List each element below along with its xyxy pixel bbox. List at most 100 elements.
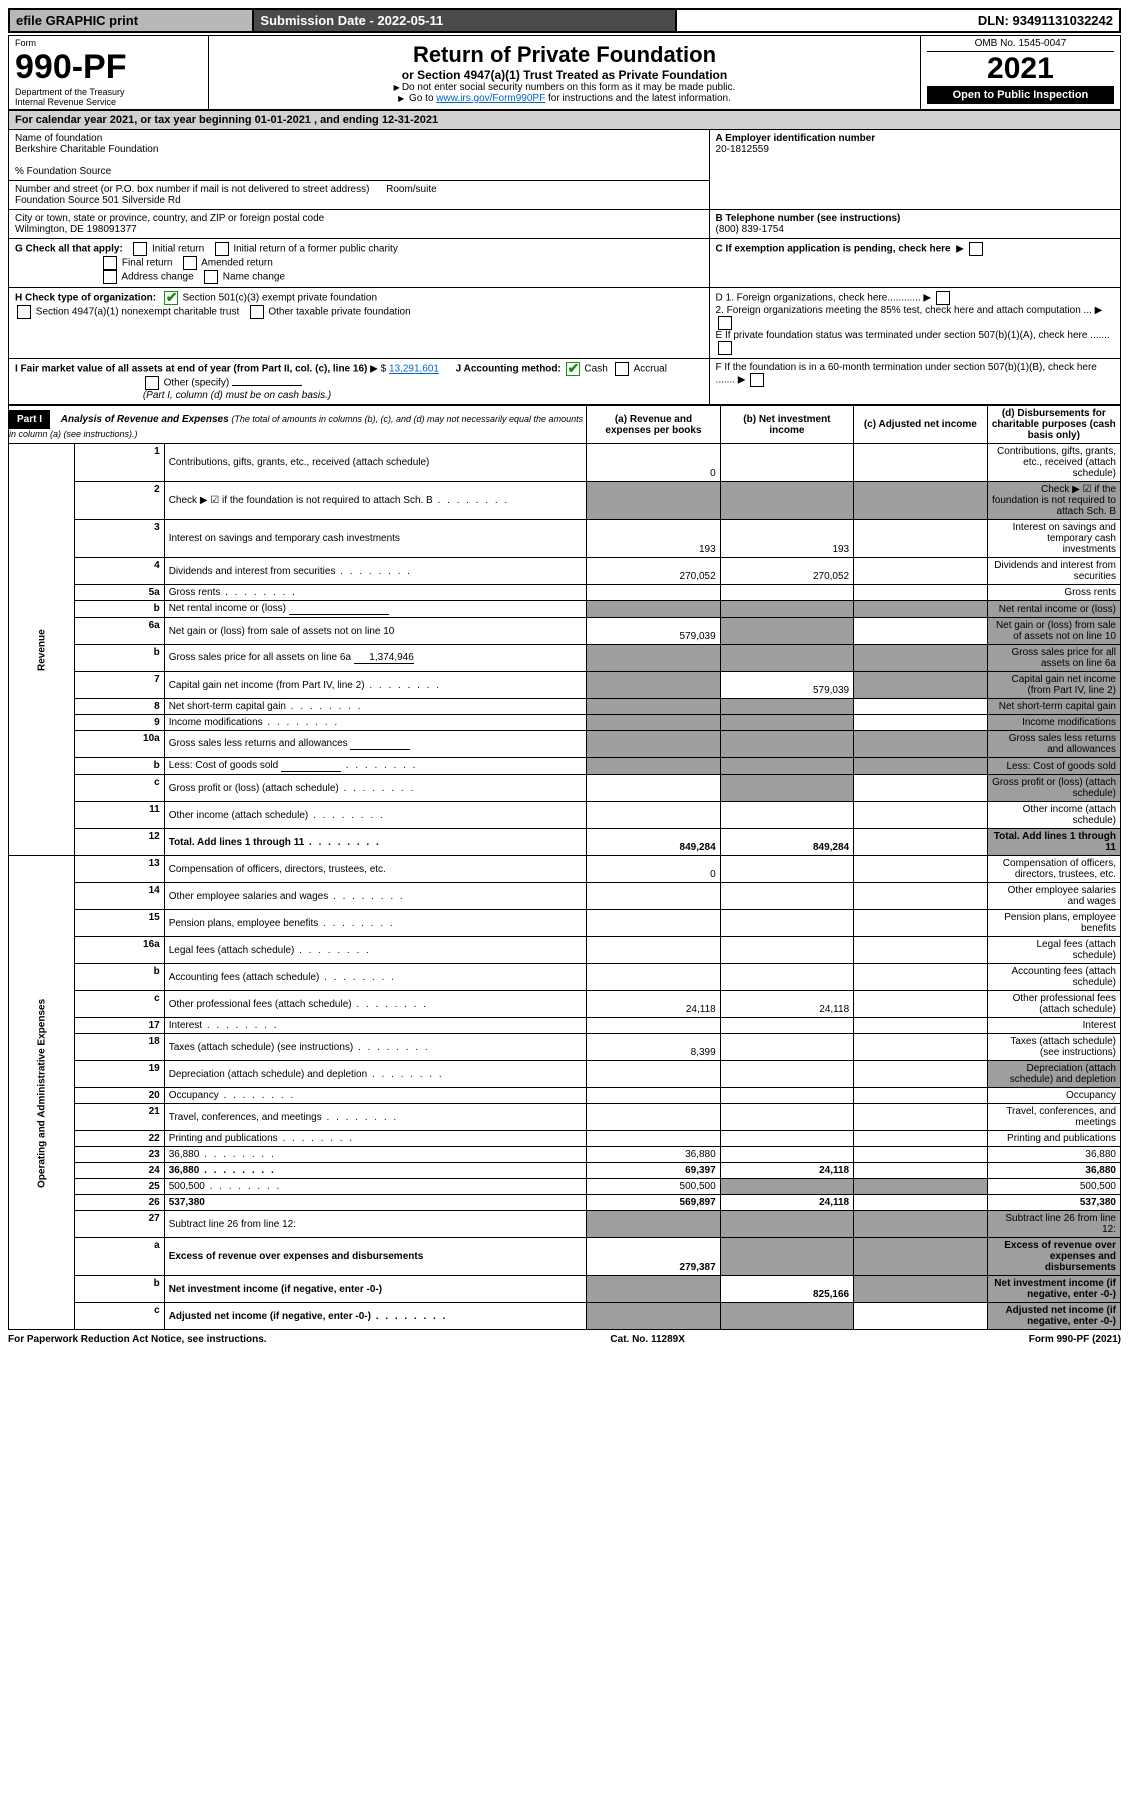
value-col-c [854,715,987,731]
section-d1: D 1. Foreign organizations, check here..… [716,293,921,304]
value-col-a [587,1018,720,1034]
value-col-b [720,964,853,991]
line-number: 21 [74,1104,164,1131]
initial-return-checkbox[interactable] [133,242,147,256]
foundation-name: Berkshire Charitable Foundation [15,144,158,155]
table-row: 2336,88036,88036,880 [9,1147,1121,1163]
line-description: Net short-term capital gain [164,699,587,715]
value-col-d: Travel, conferences, and meetings [987,1104,1120,1131]
fmv-value-link[interactable]: 13,291,601 [389,364,439,375]
value-col-b [720,1211,853,1238]
address-change-checkbox[interactable] [103,270,117,284]
line-number: a [74,1238,164,1276]
foundation-care-of: % Foundation Source [15,166,111,177]
value-col-d: Net rental income or (loss) [987,601,1120,618]
value-col-d: Excess of revenue over expenses and disb… [987,1238,1120,1276]
table-row: a Excess of revenue over expenses and dis… [9,1238,1121,1276]
value-col-d: Pension plans, employee benefits [987,910,1120,937]
value-col-a: 0 [587,856,720,883]
exemption-pending-checkbox[interactable] [969,242,983,256]
line-number: 25 [74,1179,164,1195]
part1-label: Part I [9,410,50,429]
phone-label: B Telephone number (see instructions) [716,213,901,224]
room-label: Room/suite [386,184,437,195]
line-description: Adjusted net income (if negative, enter … [164,1303,587,1330]
value-col-c [854,1088,987,1104]
tax-year: 2021 [927,52,1114,86]
value-col-d: Depreciation (attach schedule) and deple… [987,1061,1120,1088]
value-col-d: Dividends and interest from securities [987,558,1120,585]
value-col-d: Gross profit or (loss) (attach schedule) [987,775,1120,802]
value-col-a [587,672,720,699]
name-of-foundation-label: Name of foundation [15,133,102,144]
value-col-d: Occupancy [987,1088,1120,1104]
cash-checkbox[interactable]: ✔ [566,362,580,376]
amended-return-checkbox[interactable] [183,256,197,270]
line-number: 13 [74,856,164,883]
expenses-section-label: Operating and Administrative Expenses [9,856,75,1330]
line-number: b [74,601,164,618]
value-col-b [720,1238,853,1276]
line-description: Less: Cost of goods sold [164,758,587,775]
value-col-b [720,699,853,715]
value-col-a [587,910,720,937]
value-col-a [587,964,720,991]
table-row: 20OccupancyOccupancy [9,1088,1121,1104]
table-row: 5aGross rentsGross rents [9,585,1121,601]
line-number: 15 [74,910,164,937]
initial-former-checkbox[interactable] [215,242,229,256]
value-col-d: Other employee salaries and wages [987,883,1120,910]
line-description: Occupancy [164,1088,587,1104]
section-e: E If private foundation status was termi… [716,330,1110,341]
line-number: 19 [74,1061,164,1088]
value-col-c [854,991,987,1018]
value-col-d: Contributions, gifts, grants, etc., rece… [987,444,1120,482]
value-col-a [587,1276,720,1303]
d2-checkbox[interactable] [718,316,732,330]
value-col-a [587,1303,720,1330]
value-col-c [854,802,987,829]
line-number: 18 [74,1034,164,1061]
h-4947-checkbox[interactable] [17,305,31,319]
line-number: 7 [74,672,164,699]
form-subtitle: or Section 4947(a)(1) Trust Treated as P… [215,68,914,82]
line-number: 27 [74,1211,164,1238]
table-row: 7Capital gain net income (from Part IV, … [9,672,1121,699]
h-other-checkbox[interactable] [250,305,264,319]
value-col-d: 36,880 [987,1147,1120,1163]
value-col-a [587,1061,720,1088]
value-col-c [854,775,987,802]
section-f: F If the foundation is in a 60-month ter… [716,362,1097,386]
h-501c3-checkbox[interactable]: ✔ [164,291,178,305]
form990pf-link[interactable]: www.irs.gov/Form990PF [436,93,545,104]
table-row: Revenue1Contributions, gifts, grants, et… [9,444,1121,482]
table-row: 15Pension plans, employee benefitsPensio… [9,910,1121,937]
line-description: 537,380 [164,1195,587,1211]
name-change-checkbox[interactable] [204,270,218,284]
value-col-b: 825,166 [720,1276,853,1303]
f-checkbox[interactable] [750,373,764,387]
form-title: Return of Private Foundation [215,42,914,68]
accrual-checkbox[interactable] [615,362,629,376]
line-number: b [74,645,164,672]
value-col-a [587,883,720,910]
header-note-1: Do not enter social security numbers on … [402,82,735,93]
other-specify-checkbox[interactable] [145,376,159,390]
table-row: 19 Depreciation (attach schedule) and dep… [9,1061,1121,1088]
table-row: cOther professional fees (attach schedul… [9,991,1121,1018]
e-checkbox[interactable] [718,341,732,355]
value-col-d: Adjusted net income (if negative, enter … [987,1303,1120,1330]
value-col-d: Gross sales price for all assets on line… [987,645,1120,672]
line-description: Net gain or (loss) from sale of assets n… [164,618,587,645]
ein-label: A Employer identification number [716,133,876,144]
final-return-checkbox[interactable] [103,256,117,270]
dept-2: Internal Revenue Service [15,97,202,107]
line-description: Taxes (attach schedule) (see instruction… [164,1034,587,1061]
line-description: 36,880 [164,1147,587,1163]
d1-checkbox[interactable] [936,291,950,305]
table-row: 2Check ▶ ☑ if the foundation is not requ… [9,482,1121,520]
value-col-a: 579,039 [587,618,720,645]
address-value: Foundation Source 501 Silverside Rd [15,195,181,206]
table-row: 12Total. Add lines 1 through 11849,28484… [9,829,1121,856]
h-item-3: Other taxable private foundation [268,307,410,318]
